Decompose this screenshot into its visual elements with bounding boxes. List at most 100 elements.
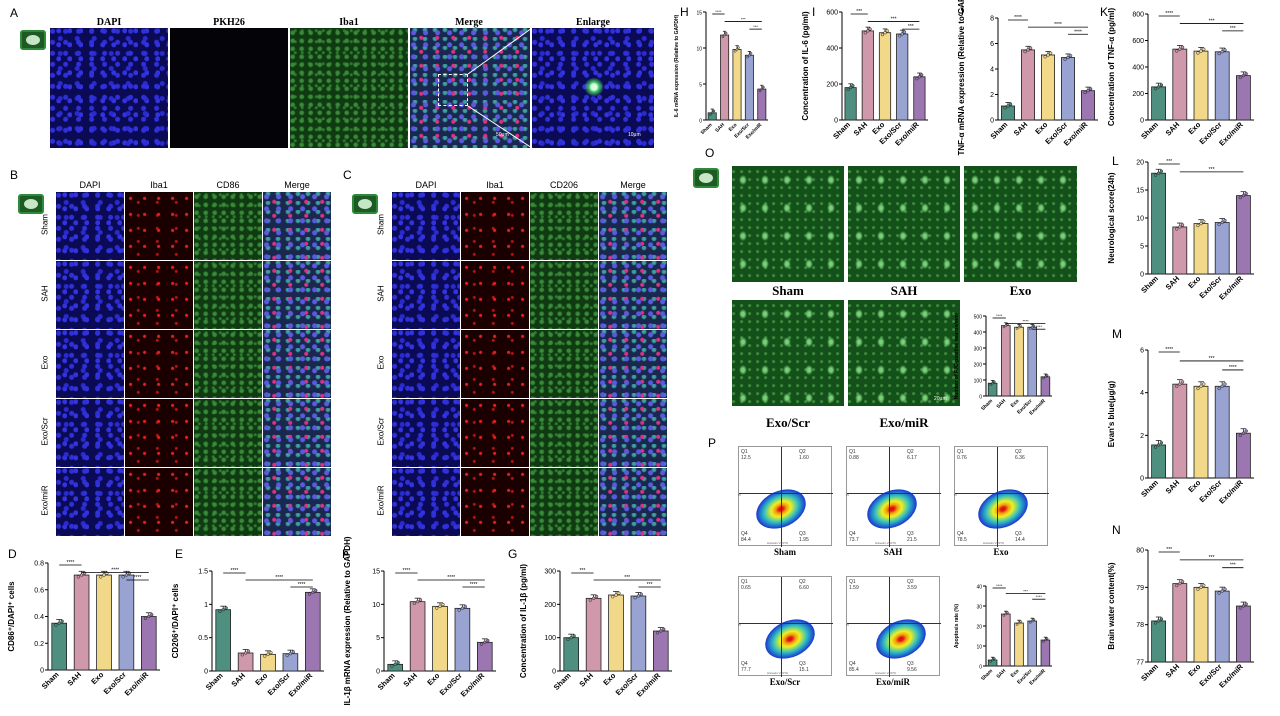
point-O-3 — [1030, 325, 1034, 329]
panelO-label-exomir: Exo/miR — [879, 415, 929, 430]
sig-label-H: **** — [715, 9, 722, 14]
x-tick-label-D-1: SAH — [65, 670, 83, 688]
bar-K-1 — [1172, 48, 1188, 121]
bar-J-3 — [1061, 57, 1076, 121]
x-tick-label-H-1: SAH — [714, 122, 726, 134]
point-K-4 — [1238, 75, 1242, 80]
point-N-4 — [1244, 602, 1248, 606]
facs-quadrant-name: Q1 — [741, 579, 748, 585]
panelO-label-sah: SAH — [890, 283, 918, 298]
point-F-3 — [460, 606, 465, 610]
point-F-4 — [483, 640, 487, 644]
panelB-image-r4-c2 — [194, 468, 262, 536]
panelB-image-r0-c1 — [125, 192, 193, 260]
point-D-1 — [76, 575, 80, 579]
point-J-0 — [1008, 102, 1013, 106]
facs-quadrant-pct: 21.5 — [907, 537, 917, 543]
point-P-4 — [1044, 638, 1047, 642]
point-P-1 — [1002, 614, 1006, 617]
facs-quadrant-name: Q2 — [907, 579, 914, 585]
panelC-image-r3-c1 — [461, 399, 529, 467]
bar-E-1 — [237, 652, 254, 672]
sig-label-L: *** — [1166, 159, 1172, 165]
panelB-image-r3-c1 — [125, 399, 193, 467]
point-L-4 — [1244, 191, 1248, 196]
y-tick-label-I: 0 — [834, 118, 838, 125]
panelC-image-r4-c2 — [530, 468, 598, 536]
facs-q2-value: Q2 6.60 — [799, 579, 809, 591]
y-tick-label-K: 800 — [1132, 12, 1144, 19]
panelB-header-3: Merge — [284, 180, 310, 190]
panelO-exomir-image: 20μm — [848, 300, 960, 406]
point-L-0 — [1153, 173, 1158, 177]
point-F-0 — [396, 660, 400, 665]
point-G-2 — [611, 595, 615, 599]
y-tick-label-J: 6 — [990, 41, 994, 48]
y-axis-label-L: Neurological score(24h) — [1107, 172, 1116, 263]
y-tick-label-G: 100 — [544, 635, 556, 642]
panelB-image-r3-c0 — [56, 399, 124, 467]
facs-yaxis-label: PI — [846, 623, 849, 627]
y-axis-label-N: Brain water content(%) — [1107, 562, 1116, 649]
point-L-3 — [1220, 220, 1224, 225]
point-F-1 — [415, 600, 420, 604]
facs-hline — [955, 493, 1049, 494]
sig-label-N: *** — [1166, 547, 1172, 553]
brain-thumbnail-a — [20, 30, 46, 50]
facs-label-4: Exo/miR — [875, 677, 910, 687]
y-tick-label-P: 30 — [976, 605, 982, 611]
sig-label-J: **** — [1054, 22, 1062, 28]
facs-q2-value: Q2 3.59 — [907, 579, 917, 591]
facs-q4-value: Q4 77.7 — [741, 661, 751, 673]
point-K-2 — [1202, 47, 1206, 51]
panelC-image-r0-c0 — [392, 192, 460, 260]
facs-q4-value: Q4 85.4 — [849, 661, 859, 673]
point-F-3 — [463, 604, 468, 609]
bar-H-1 — [720, 34, 730, 121]
point-F-3 — [457, 608, 461, 612]
facs-vline — [889, 577, 890, 677]
facs-xaxis-label: Annexin V-FITC — [983, 541, 1005, 545]
panel-label-e: E — [175, 547, 183, 561]
y-tick-label-P: 20 — [976, 625, 982, 631]
panelC-image-r0-c2 — [530, 192, 598, 260]
sig-label-F: **** — [447, 575, 455, 581]
point-L-3 — [1223, 218, 1227, 223]
point-I-1 — [866, 29, 870, 33]
y-tick-label-M: 2 — [1140, 433, 1144, 440]
point-N-3 — [1220, 589, 1224, 593]
point-I-1 — [863, 31, 867, 35]
point-K-4 — [1244, 72, 1248, 76]
point-L-1 — [1180, 223, 1185, 227]
point-I-1 — [868, 27, 872, 31]
point-N-4 — [1241, 604, 1246, 608]
panelO-label-sham: Sham — [772, 283, 804, 298]
y-tick-label-O: 500 — [974, 315, 983, 321]
facs-quadrant-pct: 85.4 — [849, 667, 859, 673]
x-tick-label-M-4: Exo/miR — [1217, 478, 1245, 506]
panelA-merge-image: 50μm — [410, 28, 530, 148]
point-K-1 — [1175, 49, 1179, 53]
bar-F-1 — [409, 601, 426, 672]
point-F-1 — [412, 601, 416, 606]
point-F-2 — [435, 606, 439, 610]
y-tick-label-I: 600 — [826, 10, 838, 17]
point-F-2 — [441, 602, 445, 607]
point-N-1 — [1175, 583, 1179, 588]
bar-L-2 — [1193, 223, 1209, 275]
point-M-1 — [1180, 380, 1185, 384]
bar-N-1 — [1172, 583, 1188, 663]
sig-label-F: **** — [470, 582, 478, 588]
x-tick-label-M-1: SAH — [1164, 478, 1182, 496]
facs-vline — [781, 447, 782, 547]
point-P-3 — [1029, 621, 1032, 624]
facs-q4-value: Q4 73.7 — [849, 531, 859, 543]
panelC-image-r3-c3 — [599, 399, 667, 467]
point-M-4 — [1241, 431, 1246, 435]
point-K-3 — [1220, 50, 1224, 54]
zoom-box — [438, 74, 468, 106]
point-H-3 — [749, 52, 753, 55]
panelC-image-r1-c1 — [461, 261, 529, 329]
point-M-3 — [1220, 384, 1224, 388]
sig-label-O: **** — [1036, 324, 1043, 329]
